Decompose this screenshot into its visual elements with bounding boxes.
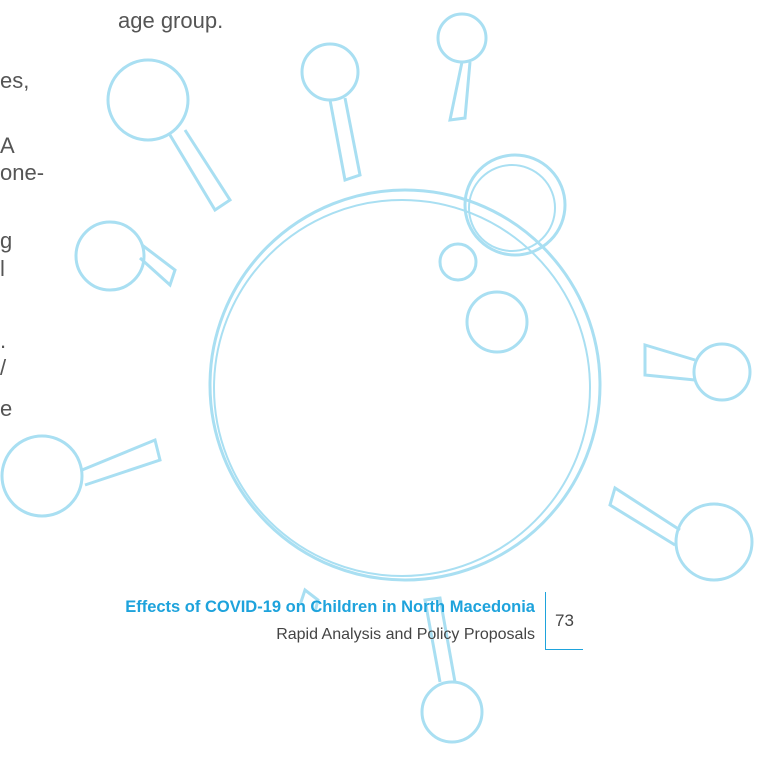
- body-text-fragment: g: [0, 230, 12, 252]
- page: age group. es, Aone-gl. / e Effects of COVI…: [0, 0, 757, 761]
- body-text-fragment: es,: [0, 70, 29, 92]
- body-text: age group.: [118, 10, 223, 32]
- body-text-fragment: /: [0, 357, 6, 379]
- page-number: 73: [545, 592, 583, 650]
- virus-illustration: [0, 0, 757, 761]
- body-text-fragment: A: [0, 135, 15, 157]
- body-text-fragment: l: [0, 258, 5, 280]
- body-text-fragment: .: [0, 330, 6, 352]
- body-text-fragment: e: [0, 398, 12, 420]
- body-text-fragment: one-: [0, 162, 44, 184]
- footer-title: Effects of COVID-19 on Children in North…: [125, 598, 535, 617]
- footer-subtitle: Rapid Analysis and Policy Proposals: [276, 626, 535, 644]
